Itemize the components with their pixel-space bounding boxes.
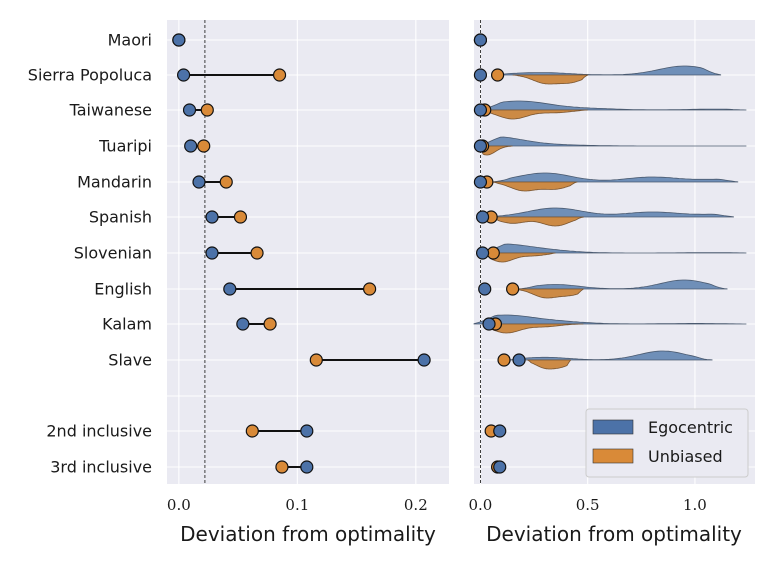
unbiased-violin [491, 181, 578, 192]
egocentric-point [473, 33, 488, 47]
unbiased-point [490, 68, 505, 82]
unbiased-point [200, 103, 214, 117]
x-tick-label: 0.1 [285, 496, 309, 514]
egocentric-point [512, 353, 526, 367]
row-labels: Maori Sierra Popoluca Taiwanese Tuaripi Mand… [28, 31, 152, 477]
unbiased-violin [490, 216, 584, 227]
unbiased-violin [512, 74, 589, 85]
left-data-marks [172, 33, 431, 474]
legend-label-egocentric: Egocentric [648, 418, 733, 437]
egocentric-violin [480, 207, 734, 218]
row-label: Tuaripi [98, 137, 152, 156]
row-label: Mandarin [77, 173, 152, 192]
unbiased-point [250, 246, 264, 260]
egocentric-point [482, 317, 496, 331]
unbiased-violin [527, 359, 571, 370]
egocentric-point [417, 353, 431, 367]
right-x-tick-labels: 0.0 0.5 1.0 [469, 496, 707, 514]
egocentric-violin [480, 100, 747, 111]
left-x-tick-labels: 0.0 0.1 0.2 [167, 496, 428, 514]
row-label: Kalam [102, 315, 152, 334]
legend-swatch-egocentric [592, 419, 634, 435]
unbiased-violin [484, 252, 556, 263]
row-label: English [94, 280, 152, 299]
egocentric-point [493, 424, 507, 438]
unbiased-violin [480, 109, 588, 120]
egocentric-point [473, 103, 488, 117]
x-tick-label: 0.0 [167, 496, 191, 514]
row-label: Sierra Popoluca [28, 66, 152, 85]
egocentric-point [184, 139, 198, 153]
egocentric-violin [484, 243, 747, 254]
egocentric-point [236, 317, 250, 331]
legend: Egocentric Unbiased [585, 408, 749, 478]
egocentric-point [473, 68, 488, 82]
unbiased-point [233, 210, 248, 224]
egocentric-point [205, 210, 219, 224]
egocentric-point [473, 175, 488, 189]
unbiased-point [245, 424, 259, 438]
egocentric-violin [518, 279, 728, 290]
unbiased-point [219, 175, 233, 189]
egocentric-violin [491, 65, 722, 76]
right-violins [473, 65, 747, 370]
x-tick-label: 0.5 [576, 496, 600, 514]
unbiased-point [497, 353, 511, 367]
egocentric-point [172, 33, 186, 47]
row-label: 3rd inclusive [50, 458, 152, 477]
x-tick-label: 0.2 [404, 496, 428, 514]
row-label: Slovenian [74, 244, 152, 263]
row-label: 2nd inclusive [46, 422, 152, 441]
row-label: Slave [108, 351, 152, 370]
egocentric-point [300, 424, 314, 438]
right-x-axis-label: Deviation from optimality [486, 522, 742, 546]
unbiased-point [272, 68, 287, 82]
x-tick-label: 0.0 [469, 496, 493, 514]
left-x-axis-label: Deviation from optimality [180, 522, 436, 546]
egocentric-point [205, 246, 219, 260]
unbiased-violin [484, 323, 584, 334]
unbiased-point [275, 460, 289, 474]
legend-label-unbiased: Unbiased [648, 447, 723, 466]
egocentric-point [192, 175, 206, 189]
unbiased-violin [512, 288, 584, 299]
egocentric-point [300, 460, 314, 474]
row-label: Spanish [89, 208, 152, 227]
unbiased-point [363, 282, 377, 296]
legend-swatch-unbiased [592, 448, 634, 464]
unbiased-point [506, 282, 520, 296]
egocentric-point [478, 282, 492, 296]
egocentric-point [176, 68, 191, 82]
egocentric-point [182, 103, 197, 117]
unbiased-point [309, 353, 323, 367]
egocentric-violin [473, 314, 747, 325]
egocentric-point [475, 246, 490, 260]
right-panel-violin-chart: 0.0 0.5 1.0 Deviation from optimality Egoc… [469, 20, 755, 546]
egocentric-point [473, 139, 488, 153]
unbiased-point [197, 139, 211, 153]
x-tick-label: 1.0 [683, 496, 707, 514]
egocentric-violin [506, 350, 713, 361]
egocentric-violin [490, 172, 739, 183]
left-panel-dumbbell-chart: 0.0 0.1 0.2 Maori Sierra Popoluca Taiwanese T… [28, 20, 449, 546]
unbiased-point [263, 317, 277, 331]
row-label: Taiwanese [69, 101, 152, 120]
right-data-marks [473, 33, 526, 474]
egocentric-point [475, 210, 490, 224]
egocentric-violin [480, 136, 747, 147]
egocentric-point [223, 282, 237, 296]
row-label: Maori [108, 31, 152, 50]
egocentric-point [493, 460, 507, 474]
